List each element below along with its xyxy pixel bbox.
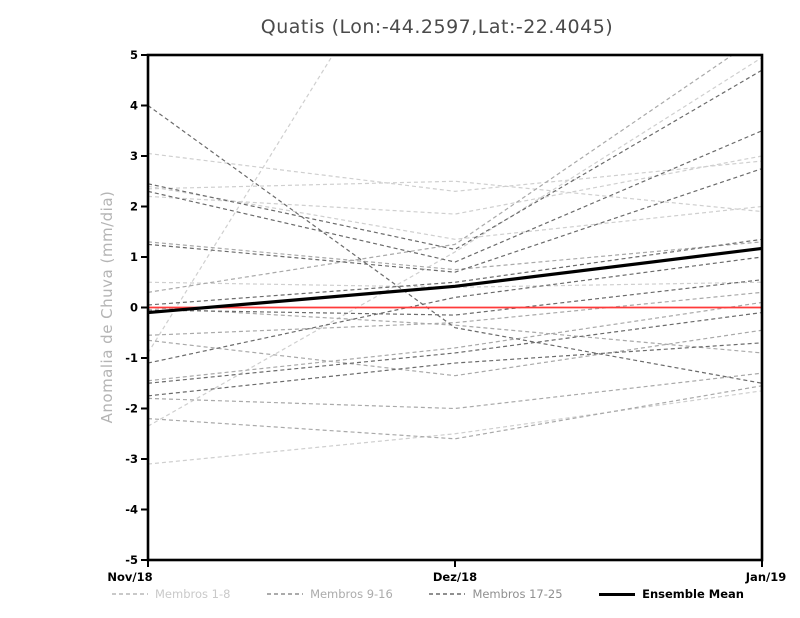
member-line-group-1 bbox=[148, 281, 762, 288]
member-line-group-2 bbox=[148, 385, 762, 440]
dashed-line-sample-dark bbox=[429, 593, 466, 595]
x-tick-label: Jan/19 bbox=[745, 570, 786, 584]
member-line-group-2 bbox=[148, 372, 762, 410]
member-line-group-3 bbox=[148, 279, 762, 316]
legend-item-membros-17-25: Membros 17-25 bbox=[429, 587, 563, 601]
member-line-group-3 bbox=[148, 168, 762, 273]
ensemble-mean-line bbox=[148, 246, 762, 315]
plot-area: -5 -4 -3 -2 -1 0 1 2 3 4 5 Nov/18 Dez/18 Jan/19 bbox=[107, 48, 786, 584]
legend-label: Membros 1-8 bbox=[155, 587, 231, 601]
y-tick-label: 0 bbox=[130, 301, 138, 315]
y-tick-label: 3 bbox=[130, 149, 138, 163]
y-tick-label: -2 bbox=[125, 402, 138, 416]
legend-label: Membros 17-25 bbox=[472, 587, 563, 601]
member-line-group-1 bbox=[148, 185, 762, 240]
chart-legend: Membros 1-8 Membros 9-16 Membros 17-25 E… bbox=[112, 585, 744, 603]
dashed-line-sample-medium bbox=[267, 593, 304, 595]
legend-item-membros-1-8: Membros 1-8 bbox=[112, 587, 230, 601]
member-line-group-2 bbox=[148, 306, 762, 354]
x-tick-label: Dez/18 bbox=[433, 570, 477, 584]
member-line-group-1 bbox=[148, 152, 762, 192]
y-tick-label: -3 bbox=[125, 452, 138, 466]
solid-line-sample-mean bbox=[599, 592, 636, 596]
member-line-group-2 bbox=[148, 301, 762, 382]
legend-item-membros-9-16: Membros 9-16 bbox=[267, 587, 393, 601]
member-line-group-3 bbox=[148, 342, 762, 397]
member-line-group-3 bbox=[148, 69, 762, 251]
member-line-group-2 bbox=[148, 241, 762, 271]
member-line-group-3 bbox=[148, 130, 762, 263]
y-tick-label: -4 bbox=[125, 503, 138, 517]
dashed-line-sample-light bbox=[112, 593, 148, 595]
member-line-group-3 bbox=[148, 105, 762, 384]
member-line-group-1 bbox=[148, 390, 762, 465]
chart-title: Quatis (Lon:-44.2597,Lat:-22.4045) bbox=[260, 16, 614, 38]
member-line-group-2 bbox=[148, 291, 762, 336]
y-tick-label: -1 bbox=[125, 351, 138, 365]
member-line-group-3 bbox=[148, 238, 762, 306]
x-tick-label: Nov/18 bbox=[107, 570, 152, 584]
y-tick-label: -5 bbox=[125, 553, 138, 567]
member-line-group-1 bbox=[148, 180, 762, 213]
legend-label: Membros 9-16 bbox=[310, 587, 393, 601]
member-line-group-3 bbox=[148, 311, 762, 384]
y-tick-label: 2 bbox=[130, 200, 138, 214]
y-tick-label: 4 bbox=[130, 99, 138, 113]
member-line-group-2 bbox=[148, 329, 762, 377]
legend-label: Ensemble Mean bbox=[642, 587, 744, 601]
member-line-group-3 bbox=[148, 256, 762, 364]
legend-item-ensemble-mean: Ensemble Mean bbox=[599, 587, 744, 601]
y-tick-label: 1 bbox=[130, 250, 138, 264]
member-line-group-1 bbox=[148, 57, 762, 427]
member-line-group-2 bbox=[148, 55, 734, 293]
y-tick-label: 5 bbox=[130, 48, 138, 62]
